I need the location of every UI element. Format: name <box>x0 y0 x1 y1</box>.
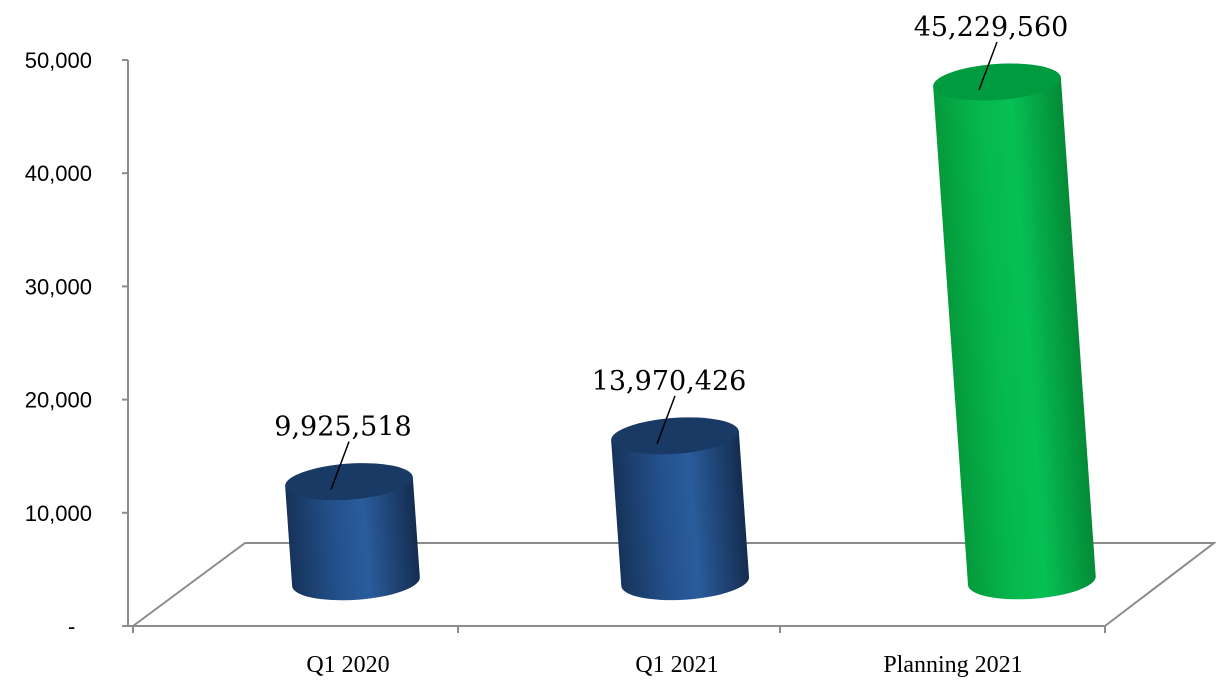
data-label-leader <box>330 441 350 490</box>
y-tick-label: 40,000 <box>25 161 92 186</box>
y-tick-label: 20,000 <box>25 388 92 413</box>
bar-2-body <box>933 77 1096 600</box>
x-tick-label: Planning 2021 <box>883 652 1022 678</box>
bars <box>285 63 1096 601</box>
data-labels: 9,925,518 13,970,426 45,229,560 <box>274 12 1068 490</box>
bar-0-body <box>285 477 420 601</box>
bar-2-top <box>933 63 1061 101</box>
data-label: 9,925,518 <box>274 412 411 443</box>
data-label: 13,970,426 <box>592 366 747 397</box>
y-tick-label: 10,000 <box>25 501 92 526</box>
bar-1-top <box>611 417 739 455</box>
data-label-leader <box>978 41 998 91</box>
y-axis: - 10,000 20,000 30,000 40,000 50,000 Q1 2020 Q1… <box>25 48 1106 678</box>
data-label-leader <box>656 395 676 445</box>
data-label: 45,229,560 <box>914 12 1069 43</box>
y-tick-label: 50,000 <box>25 48 92 73</box>
x-tick-label: Q1 2021 <box>635 652 718 678</box>
bar-1-body <box>611 431 750 601</box>
bar-0-top <box>285 463 413 501</box>
y-tick-label: 30,000 <box>25 274 92 299</box>
y-tick-label: - <box>68 614 75 639</box>
x-tick-label: Q1 2020 <box>306 652 389 678</box>
